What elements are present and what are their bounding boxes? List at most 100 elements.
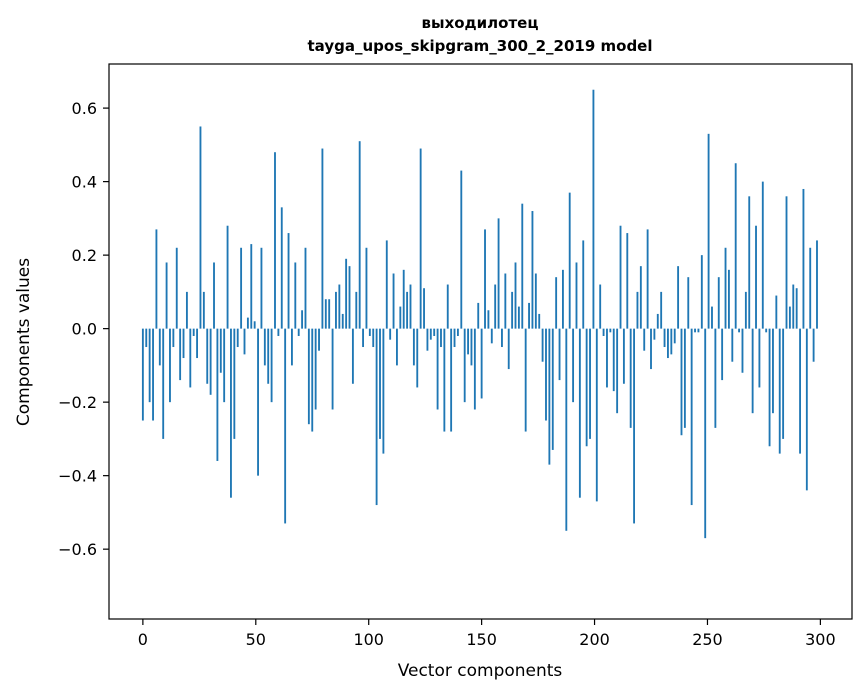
bar (294, 262, 297, 329)
bar (578, 328, 581, 498)
y-tick-label: 0.6 (72, 99, 97, 118)
bar (240, 247, 243, 329)
x-tick-label: 100 (353, 630, 384, 649)
bar (592, 89, 595, 329)
bar (704, 328, 707, 539)
bar (568, 192, 571, 329)
bar (253, 321, 256, 329)
bar (639, 266, 642, 329)
bar (179, 328, 182, 381)
y-axis-ticks: −0.6 −0.4 −0.2 0.0 0.2 0.4 0.6 (58, 99, 109, 559)
bar (440, 328, 442, 348)
bar (545, 328, 547, 421)
bar (734, 163, 737, 329)
bar (423, 288, 425, 329)
bar (660, 291, 663, 329)
bar (402, 269, 405, 329)
x-axis-ticks: 0 50 100 150 200 250 300 (138, 619, 836, 649)
plot-frame (108, 63, 853, 620)
bar (755, 225, 757, 329)
bar (365, 247, 368, 329)
bar (514, 262, 517, 329)
bar (761, 181, 764, 329)
bar (382, 328, 385, 454)
bar (717, 277, 720, 329)
bar (389, 328, 392, 340)
bar (673, 328, 676, 344)
bar (582, 240, 585, 329)
bar (175, 247, 178, 329)
bar (507, 328, 510, 370)
bar (328, 299, 331, 329)
bar (236, 328, 239, 348)
bar (202, 291, 205, 329)
bar (206, 328, 209, 384)
bar (816, 240, 818, 329)
bar (348, 266, 351, 329)
bar (758, 328, 761, 388)
bar (690, 328, 693, 506)
bar (246, 317, 249, 329)
x-tick-label: 150 (466, 630, 497, 649)
bar (172, 328, 175, 348)
bar (155, 229, 158, 329)
bar (321, 148, 324, 329)
bar (589, 328, 591, 439)
bar (484, 229, 486, 329)
bar (287, 233, 290, 329)
chart-title: выходилотец (422, 14, 539, 32)
bar (748, 196, 751, 329)
bar (538, 313, 541, 329)
bar (531, 211, 534, 329)
bar (182, 328, 185, 359)
bar (392, 273, 395, 329)
bar (772, 328, 774, 414)
bar (419, 148, 422, 329)
bar (782, 328, 785, 439)
bar (616, 328, 619, 414)
bar (585, 328, 588, 447)
bar (714, 328, 717, 428)
bar (429, 328, 432, 340)
bar (416, 328, 419, 388)
bar (775, 295, 778, 329)
bar (213, 262, 215, 329)
bar (595, 328, 598, 502)
bar (307, 328, 310, 425)
bar (609, 328, 612, 333)
bar (629, 328, 632, 428)
bar (463, 328, 466, 403)
bar (548, 328, 551, 465)
bar (541, 328, 544, 362)
bar (768, 328, 771, 447)
bar (470, 328, 473, 366)
bar (788, 306, 791, 329)
bar (362, 328, 364, 348)
bar (372, 328, 375, 348)
bar (501, 328, 503, 348)
bar (192, 328, 195, 336)
bar (700, 255, 703, 329)
bar-series (141, 89, 818, 539)
bar (721, 328, 724, 381)
bar (196, 328, 198, 359)
bar (280, 207, 283, 329)
y-tick-label: −0.4 (58, 467, 97, 486)
bar (301, 310, 304, 329)
bar (335, 291, 337, 329)
bar (697, 328, 700, 333)
y-tick-label: 0.4 (72, 173, 97, 192)
bar (528, 302, 530, 329)
bar (670, 328, 673, 355)
bar (646, 229, 649, 329)
bar (270, 328, 273, 403)
bar (189, 328, 192, 388)
bar (145, 328, 148, 348)
bar (453, 328, 456, 348)
bar (809, 247, 812, 329)
bar (379, 328, 381, 439)
y-tick-label: 0.0 (72, 320, 97, 339)
bar (314, 328, 317, 410)
bar (141, 328, 144, 421)
